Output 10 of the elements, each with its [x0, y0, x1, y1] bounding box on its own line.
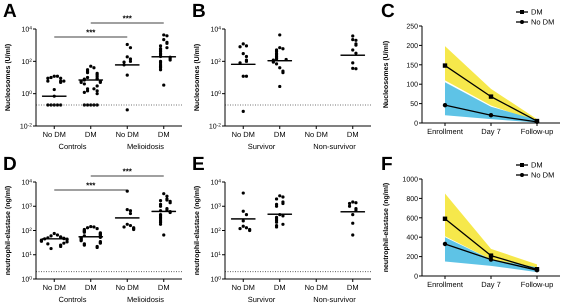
- chart-title: E: [192, 154, 205, 175]
- annotation: ***: [86, 28, 96, 37]
- text: ***: [122, 14, 133, 23]
- text: ***: [122, 167, 133, 176]
- chart-title: A: [3, 1, 17, 22]
- chart-title: F: [381, 154, 393, 175]
- chart-title: C: [381, 1, 395, 22]
- annotation: ***: [86, 181, 96, 190]
- chart-title: B: [192, 1, 206, 22]
- chart-title: D: [3, 154, 17, 175]
